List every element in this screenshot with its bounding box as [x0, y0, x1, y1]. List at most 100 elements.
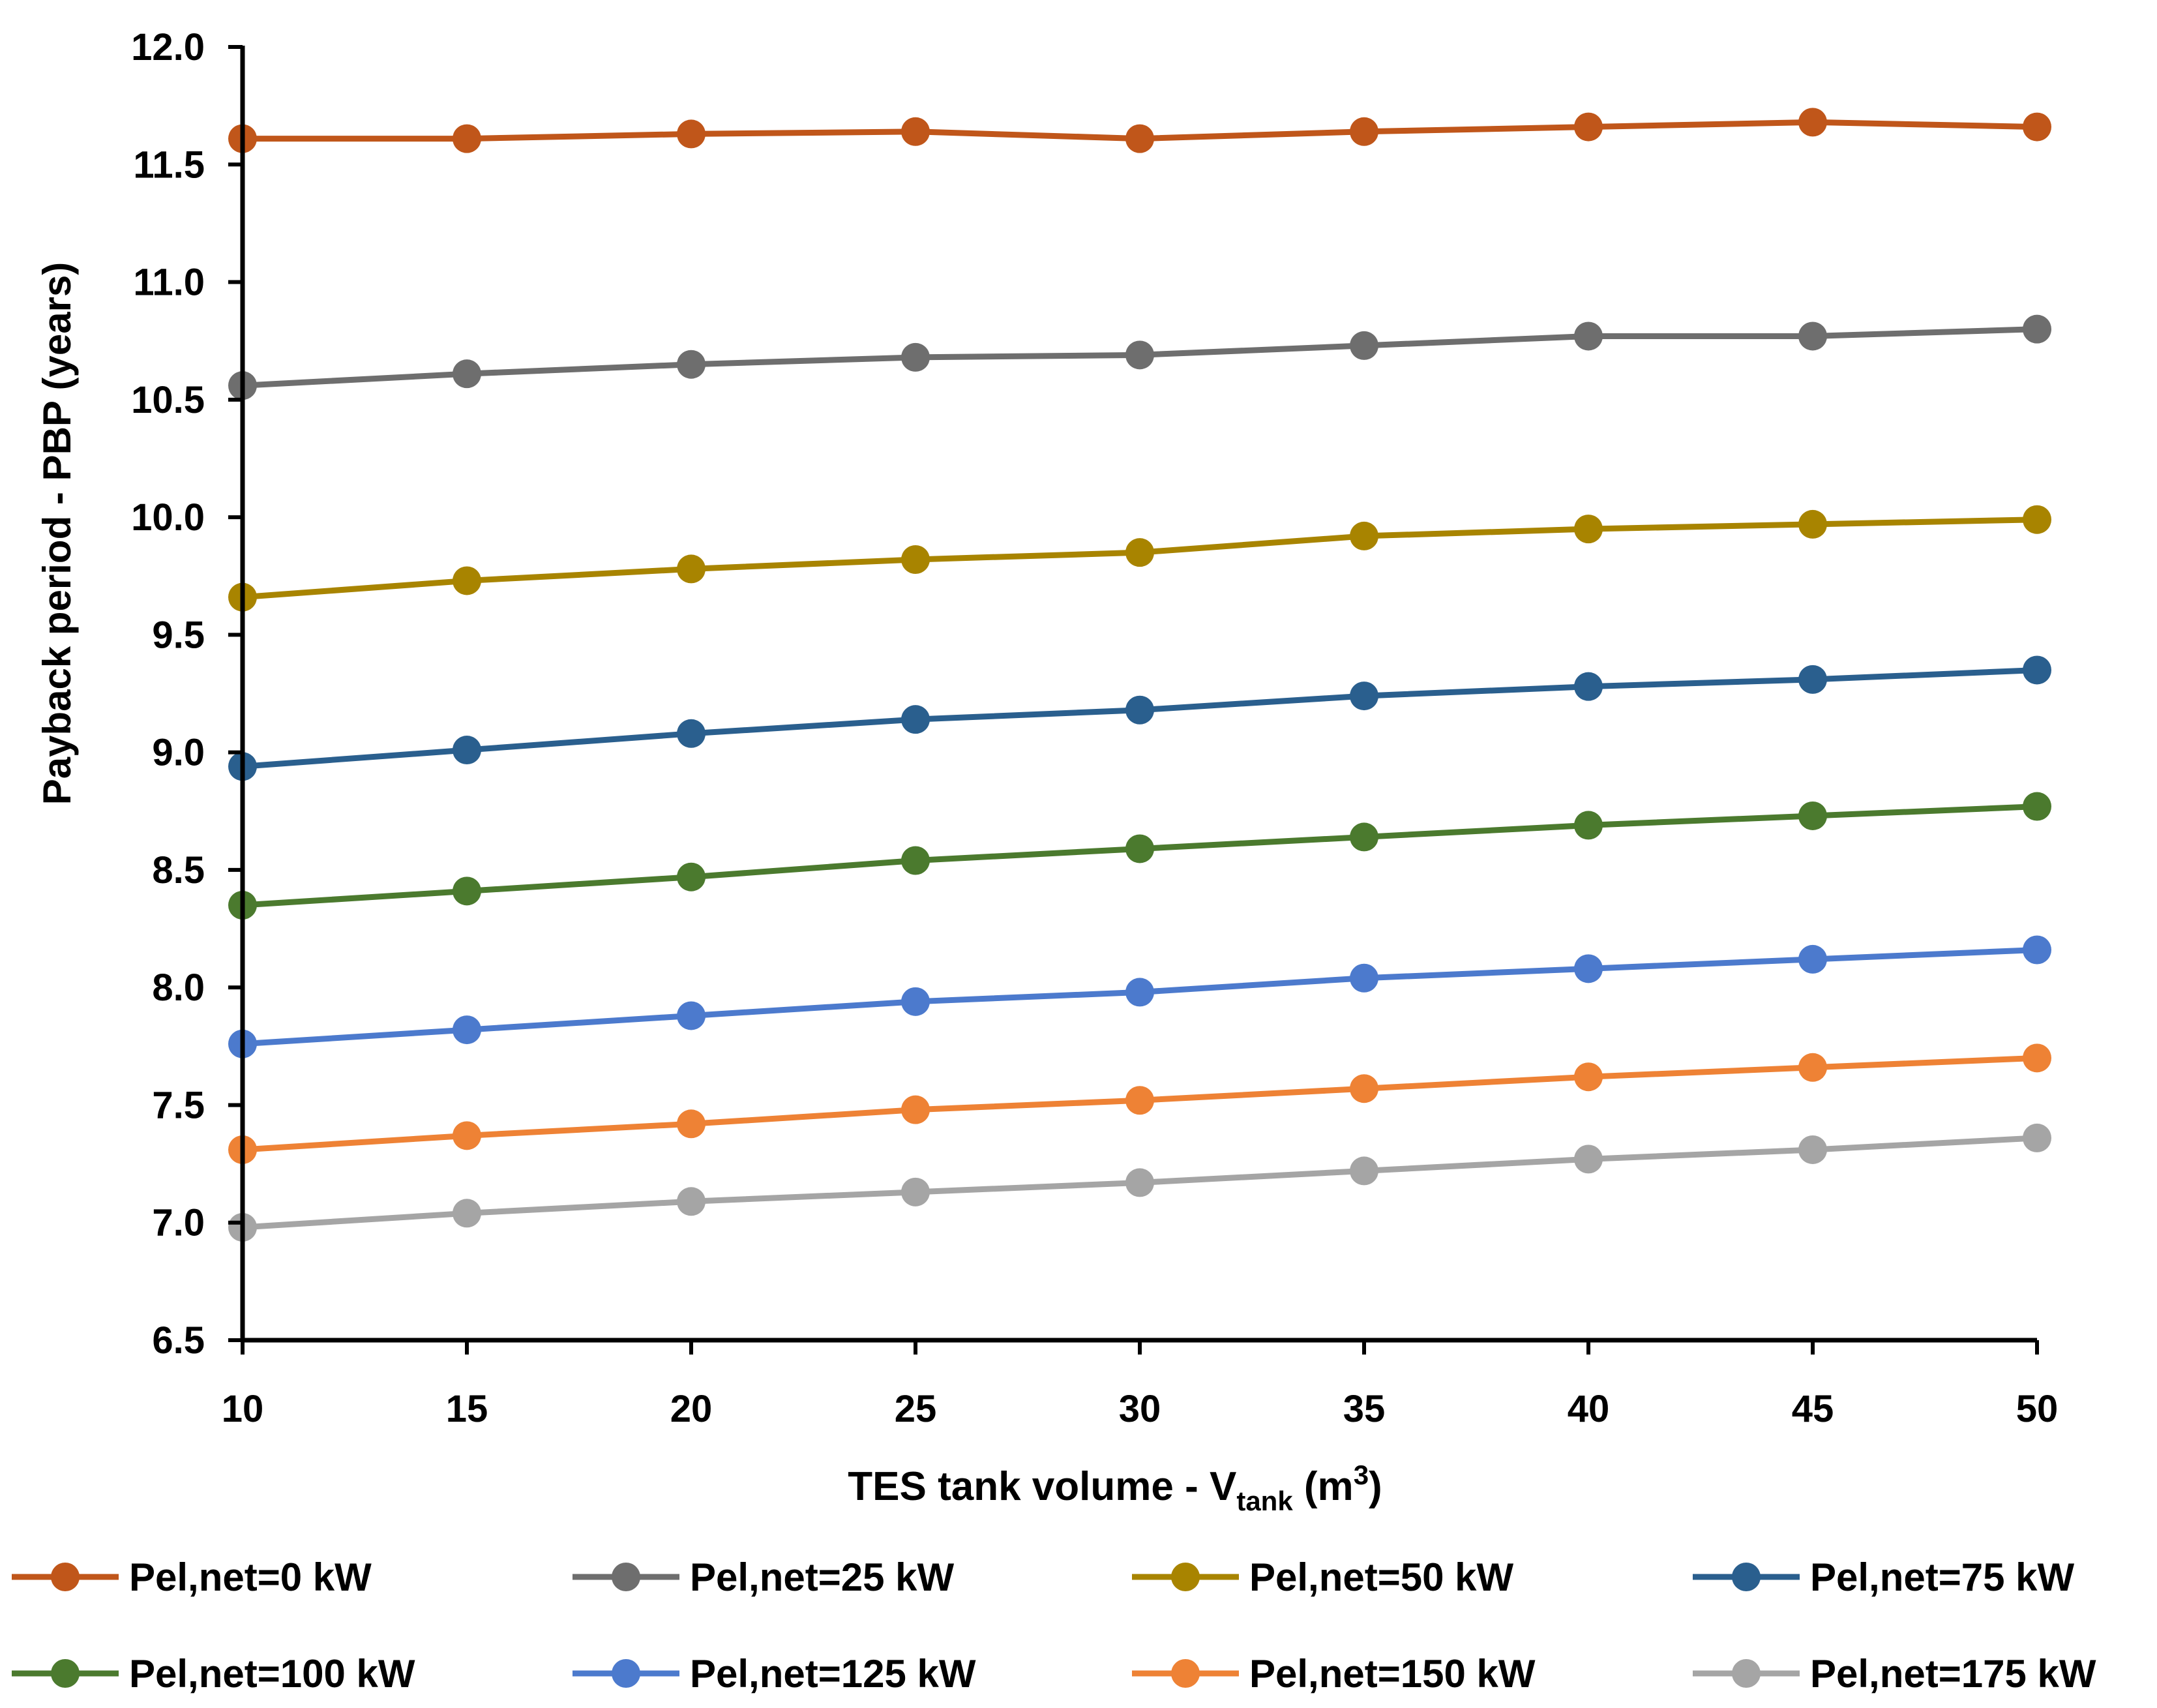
- legend: Pel,net=0 kW Pel,net=25 kW Pel,net=50 kW Pe…: [12, 1555, 2096, 1696]
- legend-label: Pel,net=75 kW: [1810, 1555, 2075, 1599]
- data-point: [901, 705, 930, 734]
- data-point: [901, 987, 930, 1016]
- data-point: [677, 1001, 706, 1030]
- data-point: [677, 1187, 706, 1216]
- data-point: [453, 1199, 481, 1228]
- legend-label: Pel,net=150 kW: [1249, 1652, 1536, 1696]
- legend-label: Pel,net=50 kW: [1249, 1555, 1514, 1599]
- data-point: [1798, 801, 1827, 830]
- data-point: [677, 119, 706, 149]
- y-tick-label: 12.0: [131, 26, 205, 68]
- data-point: [453, 876, 481, 906]
- data-point: [901, 846, 930, 875]
- data-point: [1350, 331, 1378, 360]
- y-tick-label: 9.5: [152, 614, 205, 656]
- data-point: [1125, 1168, 1154, 1197]
- legend-marker: [1732, 1563, 1761, 1591]
- y-tick-label: 7.0: [152, 1202, 205, 1244]
- data-point: [901, 117, 930, 146]
- y-tick-label: 7.5: [152, 1084, 205, 1126]
- plot-area: [228, 108, 2051, 1242]
- data-point: [1798, 108, 1827, 137]
- data-point: [1574, 672, 1603, 701]
- legend-label: Pel,net=175 kW: [1810, 1652, 2096, 1696]
- x-tick-label: 35: [1343, 1388, 1386, 1430]
- data-point: [1798, 1135, 1827, 1164]
- data-point: [1798, 665, 1827, 694]
- x-tick-label: 40: [1568, 1388, 1610, 1430]
- x-tick-label: 45: [1792, 1388, 1834, 1430]
- data-point: [2023, 792, 2051, 821]
- series-1: [228, 314, 2051, 400]
- legend-marker: [1171, 1563, 1200, 1591]
- series-2: [228, 505, 2051, 612]
- data-point: [1350, 822, 1378, 852]
- legend-label: Pel,net=100 kW: [129, 1652, 415, 1696]
- x-axis-title-unit-close: ): [1369, 1464, 1382, 1509]
- legend-item: Pel,net=50 kW: [1132, 1555, 1514, 1599]
- x-axis-title: TES tank volume - Vtank (m3): [848, 1460, 1382, 1516]
- data-point: [901, 1095, 930, 1124]
- legend-item: Pel,net=0 kW: [12, 1555, 372, 1599]
- x-tick-label: 20: [670, 1388, 713, 1430]
- y-tick-label: 10.5: [131, 379, 205, 421]
- data-point: [1350, 682, 1378, 711]
- x-axis-title-superscript: 3: [1354, 1460, 1369, 1490]
- data-point: [2023, 112, 2051, 142]
- x-axis-title-subscript: tank: [1236, 1486, 1293, 1516]
- legend-item: Pel,net=25 kW: [573, 1555, 955, 1599]
- data-point: [677, 350, 706, 379]
- data-point: [1574, 811, 1603, 840]
- data-point: [1350, 1156, 1378, 1186]
- data-point: [901, 545, 930, 574]
- series-0: [228, 108, 2051, 153]
- legend-label: Pel,net=125 kW: [690, 1652, 976, 1696]
- data-point: [1574, 515, 1603, 544]
- data-point: [1125, 978, 1154, 1007]
- data-point: [1798, 944, 1827, 974]
- x-axis-title-unit: (m: [1293, 1464, 1354, 1509]
- data-point: [1350, 117, 1378, 146]
- data-point: [1125, 538, 1154, 567]
- y-tick-label: 8.0: [152, 966, 205, 1009]
- legend-marker: [1732, 1659, 1761, 1688]
- data-point: [1798, 1053, 1827, 1082]
- series-5: [228, 935, 2051, 1058]
- data-point: [677, 554, 706, 584]
- y-tick-label: 10.0: [131, 496, 205, 539]
- axes: 6.5 7.0 7.5 8.0 8.5 9.0 9.5 10.0 10.5 11.0 11.5 12.…: [131, 26, 2058, 1430]
- data-point: [1798, 509, 1827, 539]
- data-point: [1125, 124, 1154, 153]
- y-axis-title: Payback period - PBP (years): [35, 262, 79, 805]
- data-point: [2023, 1043, 2051, 1073]
- legend-label: Pel,net=25 kW: [690, 1555, 955, 1599]
- data-point: [453, 566, 481, 595]
- data-point: [453, 124, 481, 153]
- legend-item: Pel,net=150 kW: [1132, 1652, 1536, 1696]
- x-tick-label: 50: [2016, 1388, 2059, 1430]
- y-tick-label: 9.0: [152, 732, 205, 774]
- x-tick-label: 30: [1119, 1388, 1161, 1430]
- legend-item: Pel,net=125 kW: [573, 1652, 976, 1696]
- data-point: [2023, 505, 2051, 534]
- x-tick-label: 25: [895, 1388, 937, 1430]
- y-tick-label: 8.5: [152, 849, 205, 891]
- data-point: [677, 1109, 706, 1139]
- data-point: [453, 1015, 481, 1045]
- series-3: [228, 655, 2051, 781]
- data-point: [453, 359, 481, 389]
- y-tick-label: 11.5: [133, 143, 205, 186]
- y-tick-label: 6.5: [152, 1319, 205, 1362]
- legend-item: Pel,net=175 kW: [1693, 1652, 2096, 1696]
- data-point: [1574, 954, 1603, 983]
- legend-marker: [1171, 1659, 1200, 1688]
- legend-marker: [612, 1563, 640, 1591]
- data-point: [2023, 655, 2051, 685]
- legend-marker: [612, 1659, 640, 1688]
- legend-item: Pel,net=75 kW: [1693, 1555, 2075, 1599]
- data-point: [1574, 1145, 1603, 1174]
- data-point: [1350, 1074, 1378, 1103]
- data-point: [1350, 521, 1378, 550]
- data-point: [1125, 695, 1154, 725]
